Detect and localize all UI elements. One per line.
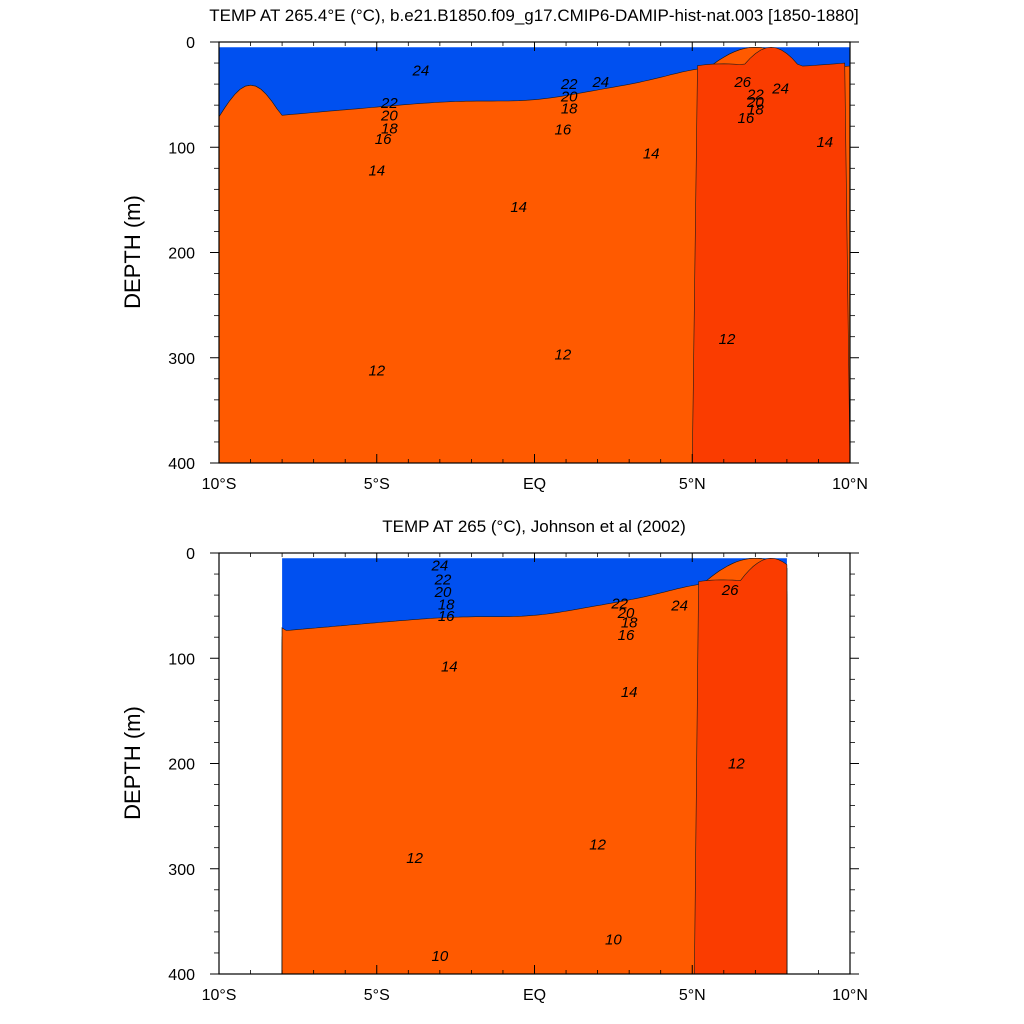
panel-top-contour-label-1: 22 (380, 95, 398, 112)
panel-bottom-contour-label-6: 20 (617, 605, 635, 622)
panel-top-y-tick-label-4: 400 (168, 456, 195, 473)
panel-top-contour-label-0: 24 (412, 62, 430, 79)
panel-top-x-tick-label-2: EQ (523, 476, 546, 493)
panel-bottom-contour-label-9: 24 (670, 598, 688, 615)
panel-top-contour-label-2: 20 (380, 108, 398, 125)
panel-bottom-y-axis-label: DEPTH (m) (120, 706, 145, 820)
panel-top-contour-label-3: 18 (381, 120, 398, 137)
panel-bottom-contour-label-4: 16 (438, 608, 455, 625)
panel-top-contour-band-20 (219, 46, 850, 463)
panel-top-contour-label-6: 24 (591, 74, 609, 91)
panel-top-contour-label-20: 12 (368, 362, 385, 379)
panel-bottom-x-tick-label-4: 10°N (832, 987, 868, 1004)
panel-top-y-tick-label-0: 0 (186, 35, 195, 52)
panel-bottom-x-tick-label-2: EQ (523, 987, 546, 1004)
panel-top-x-tick-label-0: 10°S (202, 476, 237, 493)
panel-top-filled-contours (219, 46, 850, 463)
panel-top-contour-label-14: 18 (747, 101, 764, 118)
panel-top-y-axis-label: DEPTH (m) (120, 195, 145, 309)
panel-bottom-x-tick-label-1: 5°S (364, 987, 390, 1004)
panel-top-x-tick-label-1: 5°S (364, 476, 390, 493)
panel-top-contour-label-5: 22 (560, 76, 578, 93)
panel-top-y-tick-label-2: 200 (168, 246, 195, 263)
panel-top-ticks: 10°S 5°S EQ 5°N 10°N 0 100 200 300 400 (168, 35, 868, 493)
panel-top-contour-band-21 (219, 46, 850, 463)
panel-top-contour-label-10: 26 (733, 74, 751, 91)
panel-bottom-contour-band-21 (282, 557, 788, 974)
panel-bottom-contour-label-16: 10 (432, 948, 449, 965)
panel-top-contour-label-9: 16 (555, 121, 572, 138)
panel-bottom-contour-label-5: 22 (610, 596, 628, 613)
panel-bottom-title: TEMP AT 265 (°C), Johnson et al (2002) (382, 517, 686, 536)
panel-bottom-y-tick-label-4: 400 (168, 967, 195, 984)
panel-bottom-contour-label-11: 14 (441, 659, 458, 676)
panel-bottom-y-tick-label-0: 0 (186, 546, 195, 563)
panel-top-contour-label-7: 20 (560, 89, 578, 106)
panel-top-contour-label-18: 14 (643, 146, 660, 163)
panel-top-y-tick-label-3: 300 (168, 351, 195, 368)
panel-top-contour-label-13: 20 (746, 94, 764, 111)
panel-bottom-x-tick-label-0: 10°S (202, 987, 237, 1004)
panel-bottom-filled-contours (281, 557, 788, 974)
panel-bottom-contour-label-1: 22 (434, 571, 452, 588)
panel-top-contour-label-12: 22 (746, 87, 764, 104)
panel-bottom-contour-label-3: 18 (438, 597, 455, 614)
panel-top-contour-label-21: 12 (555, 347, 572, 364)
panel-bottom-contour-label-0: 24 (431, 558, 449, 575)
panel-bottom-contour-label-15: 12 (589, 837, 606, 854)
panel-top-contour-label-8: 18 (561, 100, 578, 117)
panel-bottom-contour-label-2: 20 (434, 584, 452, 601)
panel-bottom-contour-label-13: 12 (728, 756, 745, 773)
panel-bottom-y-tick-label-1: 100 (168, 651, 195, 668)
panel-bottom-y-tick-label-2: 200 (168, 757, 195, 774)
panel-bottom: TEMP AT 265 (°C), Johnson et al (2002) 2… (120, 517, 868, 1004)
panel-bottom-ticks: 10°S 5°S EQ 5°N 10°N 0 100 200 300 400 (168, 546, 868, 1004)
panel-top-x-tick-label-3: 5°N (679, 476, 706, 493)
panel-bottom-contour-label-14: 12 (406, 850, 423, 867)
panel-bottom-contour-band-20 (281, 558, 788, 974)
panel-top-contour-label-4: 16 (375, 131, 392, 148)
panel-top-y-tick-label-1: 100 (168, 140, 195, 157)
panel-bottom-contour-label-8: 16 (618, 627, 635, 644)
panel-top-contour-label-15: 16 (738, 110, 755, 127)
panel-top-title: TEMP AT 265.4°E (°C), b.e21.B1850.f09_g1… (209, 6, 859, 25)
panel-top-x-tick-label-4: 10°N (832, 476, 868, 493)
panel-bottom-x-tick-label-3: 5°N (679, 987, 706, 1004)
panel-top-contour-label-11: 24 (771, 80, 789, 97)
panel-bottom-y-tick-label-3: 300 (168, 862, 195, 879)
panel-bottom-contour-label-12: 14 (621, 684, 638, 701)
panel-bottom-contour-label-7: 18 (621, 615, 638, 632)
panel-top-contour-label-17: 14 (510, 199, 527, 216)
panel-top: TEMP AT 265.4°E (°C), b.e21.B1850.f09_g1… (120, 6, 868, 493)
panel-bottom-contour-label-17: 10 (605, 931, 622, 948)
panel-top-contour-label-16: 14 (368, 162, 385, 179)
panel-top-contour-label-19: 14 (816, 134, 833, 151)
panel-bottom-contour-label-10: 26 (721, 582, 739, 599)
panel-top-contour-label-22: 12 (719, 331, 736, 348)
